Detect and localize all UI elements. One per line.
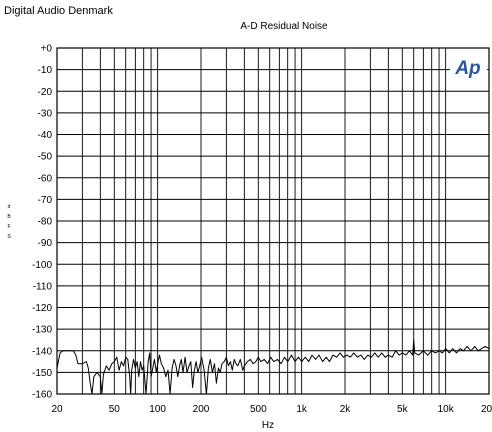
y-label-char: d [8, 204, 11, 210]
x-tick-label: 50 [109, 404, 121, 415]
y-tick-label: -10 [38, 65, 53, 76]
y-tick-label: -110 [33, 281, 53, 292]
x-tick-label: 2k [340, 404, 352, 415]
y-tick-label: -70 [38, 195, 53, 206]
x-tick-label: 100 [149, 404, 166, 415]
x-tick-label: 1k [296, 404, 308, 415]
y-tick-label: -90 [38, 238, 53, 249]
x-tick-labels: 20 50 100 200 500 1k 2k 5k 10k 20k [51, 404, 492, 415]
y-tick-label: -150 [32, 368, 52, 379]
y-tick-label: -120 [32, 303, 52, 314]
chart-title: A-D Residual Noise [240, 21, 328, 32]
y-label-char: B [7, 214, 11, 220]
y-tick-label: -60 [38, 173, 53, 184]
y-tick-labels: +0 -10 -20 -30 -40 -50 -60 -70 -80 -90 -100 -110 -12… [32, 44, 52, 401]
y-label-char: S [7, 234, 11, 240]
x-axis-label: Hz [262, 420, 274, 431]
header-text: Digital Audio Denmark [4, 5, 113, 17]
x-tick-label: 20k [481, 404, 492, 415]
y-tick-label: -40 [38, 130, 53, 141]
x-tick-label: 500 [250, 404, 267, 415]
series-line [56, 339, 490, 395]
y-tick-label: -130 [32, 325, 52, 336]
x-tick-label: 5k [397, 404, 409, 415]
y-tick-label: -160 [32, 390, 52, 401]
series-group [56, 339, 490, 395]
y-tick-label: -140 [32, 346, 52, 357]
y-tick-label: +0 [41, 44, 53, 55]
y-tick-label: -20 [38, 87, 53, 98]
x-tick-label: 20 [51, 404, 63, 415]
x-tick-label: 200 [193, 404, 210, 415]
ap-logo: Ap [450, 55, 487, 79]
chart-grid [57, 48, 489, 394]
y-label-char: F [7, 224, 10, 230]
y-tick-label: -80 [38, 217, 53, 228]
y-tick-label: -50 [38, 152, 53, 163]
plot-frame [56, 47, 490, 395]
y-tick-label: -30 [38, 108, 53, 119]
x-tick-label: 10k [438, 404, 455, 415]
ap-logo-text: Ap [454, 58, 480, 79]
y-tick-label: -100 [32, 260, 52, 271]
